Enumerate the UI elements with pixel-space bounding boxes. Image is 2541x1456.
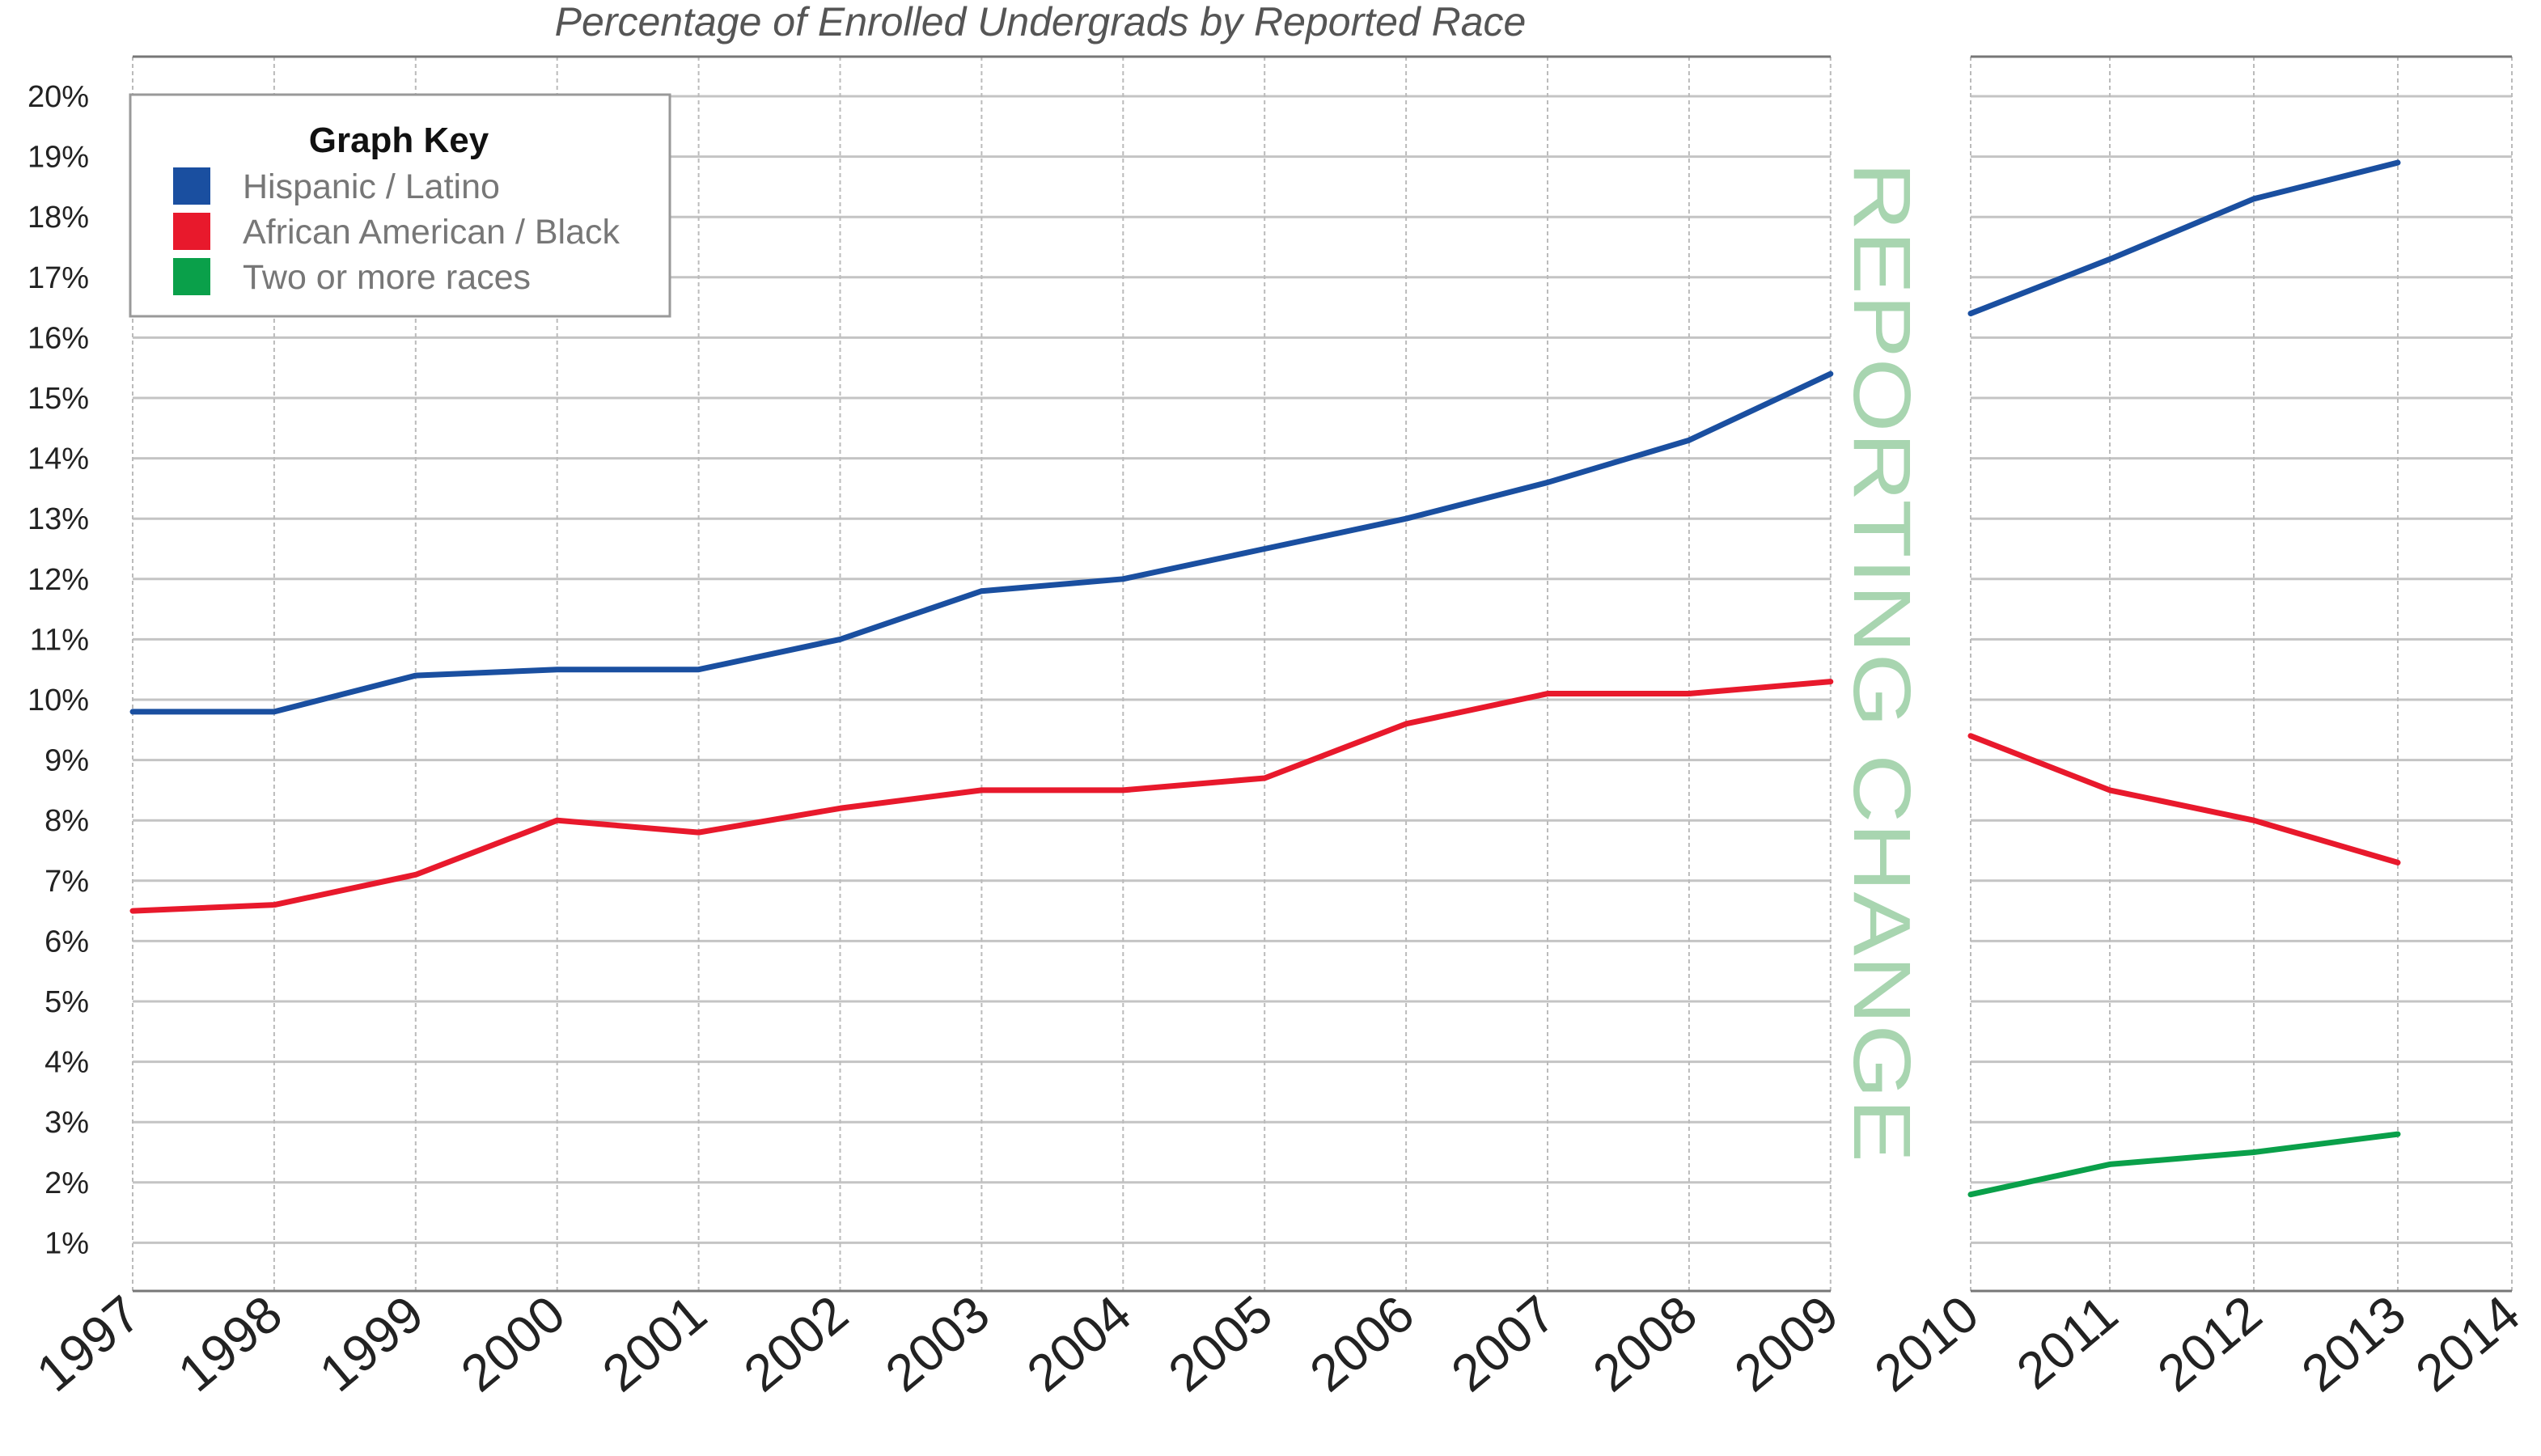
x-tick-label: 2006 [1299, 1285, 1425, 1403]
y-tick-label: 6% [44, 925, 89, 959]
chart-title: Percentage of Enrolled Undergrads by Rep… [555, 0, 1527, 44]
y-tick-label: 17% [28, 261, 89, 295]
legend-swatch [173, 213, 210, 250]
y-tick-label: 5% [44, 985, 89, 1019]
x-tick-label: 2012 [2147, 1285, 2272, 1403]
x-tick-label: 1997 [26, 1285, 151, 1403]
y-tick-label: 16% [28, 321, 89, 355]
y-tick-label: 20% [28, 80, 89, 114]
y-tick-label: 13% [28, 502, 89, 536]
series-line-african-american-black [1967, 733, 2401, 866]
y-tick-label: 10% [28, 684, 89, 717]
series-line-hispanic-latino [129, 370, 1834, 715]
legend-label: Two or more races [243, 258, 531, 297]
legend-box [129, 93, 671, 318]
y-tick-label: 8% [44, 804, 89, 838]
x-tick-label: 1998 [167, 1285, 293, 1403]
y-tick-label: 9% [44, 744, 89, 778]
y-tick-label: 19% [28, 141, 89, 175]
x-tick-label: 2001 [591, 1285, 717, 1403]
y-tick-label: 18% [28, 201, 89, 235]
series-line-hispanic-latino [1967, 159, 2401, 317]
y-tick-label: 2% [44, 1166, 89, 1200]
x-tick-label: 2013 [2291, 1285, 2416, 1403]
x-tick-label: 2011 [2005, 1285, 2128, 1401]
x-tick-label: 2008 [1582, 1285, 1708, 1403]
x-tick-label: 2010 [1864, 1285, 1989, 1403]
legend-label: Hispanic / Latino [243, 167, 500, 206]
legend-label: African American / Black [243, 213, 620, 252]
y-tick-label: 11% [30, 623, 89, 657]
y-tick-label: 15% [28, 382, 89, 416]
x-tick-label: 2007 [1441, 1285, 1566, 1403]
legend-swatch [173, 167, 210, 205]
x-tick-label: 2009 [1723, 1285, 1849, 1403]
x-tick-label: 2003 [875, 1285, 1000, 1403]
series-lines [129, 159, 2401, 1198]
y-tick-label: 7% [44, 865, 89, 899]
legend: Graph Key Hispanic / Latino African Ameri… [129, 93, 671, 318]
legend-title: Graph Key [309, 121, 489, 160]
x-tick-label: 2004 [1016, 1285, 1141, 1403]
series-line-two-or-more-races [1967, 1131, 2401, 1198]
x-tick-label: 2002 [733, 1285, 858, 1403]
series-line-african-american-black [129, 679, 1834, 914]
x-tick-label: 2014 [2405, 1285, 2530, 1403]
y-tick-label: 12% [28, 563, 89, 597]
reporting-change-annotation: REPORTING CHANGE [1836, 162, 1927, 1162]
grid [132, 57, 2513, 1291]
y-tick-label: 3% [44, 1106, 89, 1140]
y-tick-label: 1% [44, 1226, 89, 1260]
y-tick-label: 14% [28, 442, 89, 476]
legend-swatch [173, 258, 210, 295]
x-tick-label: 1999 [308, 1285, 434, 1403]
x-tick-label: 2000 [450, 1285, 575, 1403]
y-tick-label: 4% [44, 1046, 89, 1080]
x-tick-label: 2005 [1158, 1285, 1283, 1403]
